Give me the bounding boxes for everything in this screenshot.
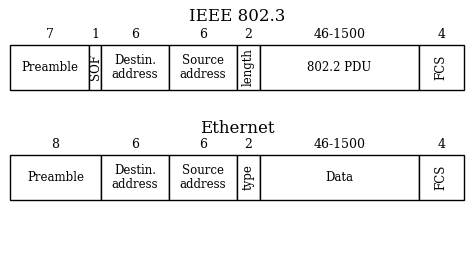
Bar (101, 45, 169, 90)
Text: FCS: FCS (435, 165, 448, 190)
Text: Destin.
address: Destin. address (111, 54, 158, 81)
Text: Preamble: Preamble (27, 171, 84, 184)
Text: Destin.
address: Destin. address (111, 164, 158, 192)
Bar (260, 45, 419, 90)
Text: 8: 8 (51, 139, 59, 152)
Bar (237, 45, 260, 90)
Text: 7: 7 (46, 29, 54, 42)
Text: 6: 6 (131, 139, 139, 152)
Bar (90, 45, 101, 90)
Text: SOF: SOF (89, 55, 101, 81)
Text: 2: 2 (245, 139, 252, 152)
Bar (169, 155, 237, 200)
Bar (10, 45, 90, 90)
Text: 46-1500: 46-1500 (313, 29, 365, 42)
Text: 1: 1 (91, 29, 99, 42)
Bar (260, 155, 419, 200)
Text: IEEE 802.3: IEEE 802.3 (189, 8, 285, 25)
Text: FCS: FCS (435, 55, 448, 80)
Text: 4: 4 (438, 139, 445, 152)
Text: Source
address: Source address (180, 54, 226, 81)
Bar (169, 45, 237, 90)
Text: Ethernet: Ethernet (200, 120, 274, 137)
Text: Preamble: Preamble (21, 61, 78, 74)
Bar (237, 155, 260, 200)
Bar (10, 155, 101, 200)
Text: type: type (242, 165, 255, 190)
Bar (101, 155, 169, 200)
Text: 46-1500: 46-1500 (313, 139, 365, 152)
Text: length: length (242, 49, 255, 86)
Text: 4: 4 (438, 29, 445, 42)
Bar (419, 155, 464, 200)
Text: Source
address: Source address (180, 164, 226, 192)
Text: 6: 6 (131, 29, 139, 42)
Text: Data: Data (325, 171, 353, 184)
Bar (419, 45, 464, 90)
Text: 2: 2 (245, 29, 252, 42)
Text: 6: 6 (199, 29, 207, 42)
Text: 802.2 PDU: 802.2 PDU (307, 61, 371, 74)
Text: 6: 6 (199, 139, 207, 152)
